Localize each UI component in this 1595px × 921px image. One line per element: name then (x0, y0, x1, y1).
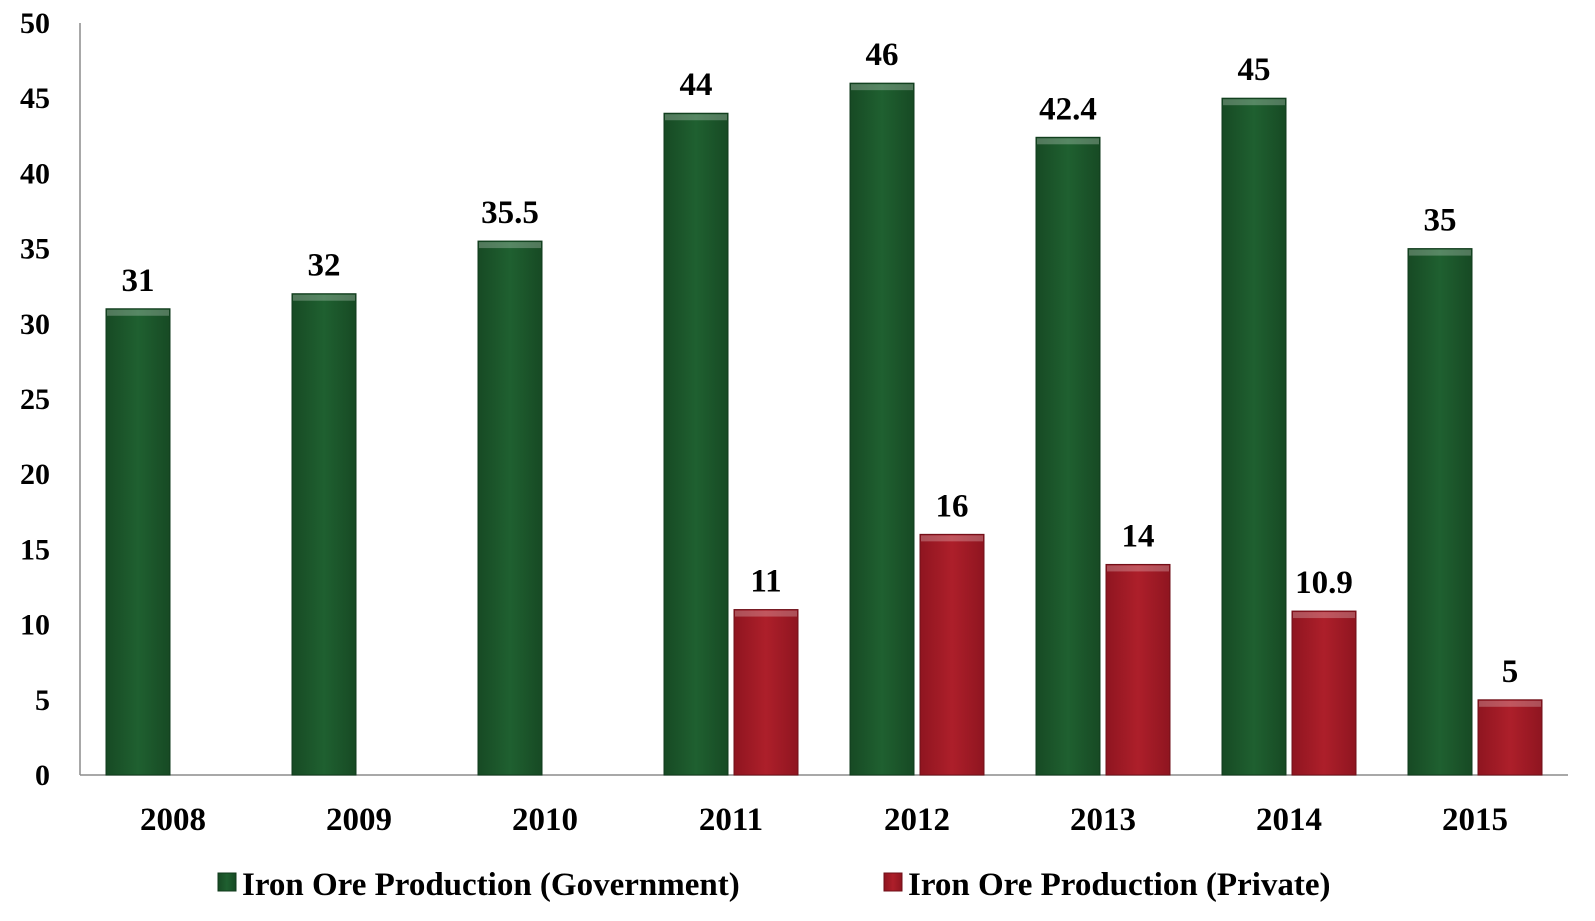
bar-highlight (107, 309, 169, 316)
legend-label-private: Iron Ore Production (Private) (908, 867, 1331, 903)
bar-highlight (1409, 249, 1471, 256)
y-tick-label: 20 (20, 458, 50, 491)
data-label-private-2011: 11 (750, 564, 781, 600)
data-label-government-2010: 35.5 (481, 195, 539, 231)
bar-highlight (1293, 612, 1355, 619)
data-label-government-2014: 45 (1238, 52, 1271, 88)
data-label-government-2012: 46 (866, 37, 899, 73)
y-tick-label: 5 (35, 684, 50, 717)
bar-private-2012 (919, 533, 985, 776)
x-tick-label: 2015 (1442, 802, 1508, 838)
legend-swatch-private (883, 872, 903, 892)
data-label-private-2013: 14 (1122, 518, 1155, 554)
bar-private-2011 (733, 609, 799, 776)
y-tick-label: 45 (20, 82, 50, 115)
y-tick-label: 15 (20, 533, 50, 566)
bar-government-2011 (663, 112, 729, 776)
legend-swatch-government (217, 872, 237, 892)
bar-highlight (921, 535, 983, 542)
x-tick-label: 2014 (1256, 802, 1322, 838)
x-tick-label: 2010 (512, 802, 578, 838)
bar-highlight (735, 610, 797, 617)
y-tick-label: 0 (35, 759, 50, 792)
y-tick-label: 30 (20, 308, 50, 341)
bar-government-2009 (291, 293, 357, 776)
bar-highlight (293, 294, 355, 301)
axes: 0 5 10 15 20 25 30 35 40 45 50 2008 2009 2010 2011 2012… (20, 7, 1568, 838)
bar-highlight (665, 114, 727, 121)
bar-highlight (1479, 700, 1541, 707)
data-label-government-2008: 31 (122, 263, 155, 299)
legend-label-government: Iron Ore Production (Government) (242, 867, 740, 903)
bar-highlight (1223, 99, 1285, 106)
x-tick-label: 2013 (1070, 802, 1136, 838)
bar-highlight (479, 242, 541, 249)
bar-private-2014 (1291, 610, 1357, 776)
legend: Iron Ore Production (Government) Iron Ore… (217, 867, 1331, 903)
bar-government-2008 (105, 308, 171, 776)
data-label-private-2015: 5 (1502, 654, 1519, 690)
bar-government-2012 (849, 82, 915, 776)
data-label-government-2015: 35 (1424, 203, 1457, 239)
x-tick-label: 2009 (326, 802, 392, 838)
data-label-private-2012: 16 (936, 488, 969, 524)
bar-government-2015 (1407, 248, 1473, 776)
y-tick-label: 35 (20, 233, 50, 266)
data-label-government-2009: 32 (308, 248, 341, 284)
y-tick-label: 40 (20, 157, 50, 190)
y-tick-label: 25 (20, 383, 50, 416)
bar-highlight (1037, 138, 1099, 145)
x-tick-label: 2011 (699, 802, 763, 838)
bar-government-2010 (477, 240, 543, 776)
x-tick-label: 2012 (884, 802, 950, 838)
bar-highlight (1107, 565, 1169, 572)
data-labels: 31 32 35.5 44 11 46 16 42.4 14 45 10.9 35 5 (122, 37, 1519, 690)
data-label-government-2011: 44 (680, 67, 713, 103)
y-tick-label: 10 (20, 609, 50, 642)
x-tick-label: 2008 (140, 802, 206, 838)
data-label-government-2013: 42.4 (1039, 91, 1097, 127)
bar-highlight (851, 84, 913, 91)
bar-government-2014 (1221, 97, 1287, 776)
y-tick-label: 50 (20, 7, 50, 40)
bar-private-2015 (1477, 699, 1543, 776)
bar-government-2013 (1035, 136, 1101, 776)
bar-private-2013 (1105, 563, 1171, 776)
bars (105, 82, 1543, 776)
data-label-private-2014: 10.9 (1295, 565, 1353, 601)
